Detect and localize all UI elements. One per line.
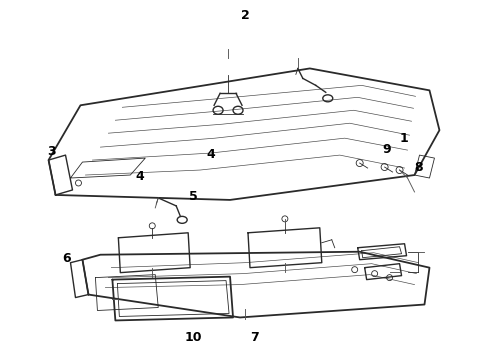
Text: 6: 6 [62,252,71,265]
Text: 4: 4 [136,170,145,183]
Text: 4: 4 [206,148,215,161]
Text: 10: 10 [185,331,202,344]
Text: 2: 2 [241,9,249,22]
Text: 9: 9 [382,143,391,156]
Text: 1: 1 [399,132,408,145]
Text: 7: 7 [250,331,259,344]
Text: 8: 8 [414,161,423,174]
Text: 3: 3 [48,145,56,158]
Text: 5: 5 [189,190,198,203]
